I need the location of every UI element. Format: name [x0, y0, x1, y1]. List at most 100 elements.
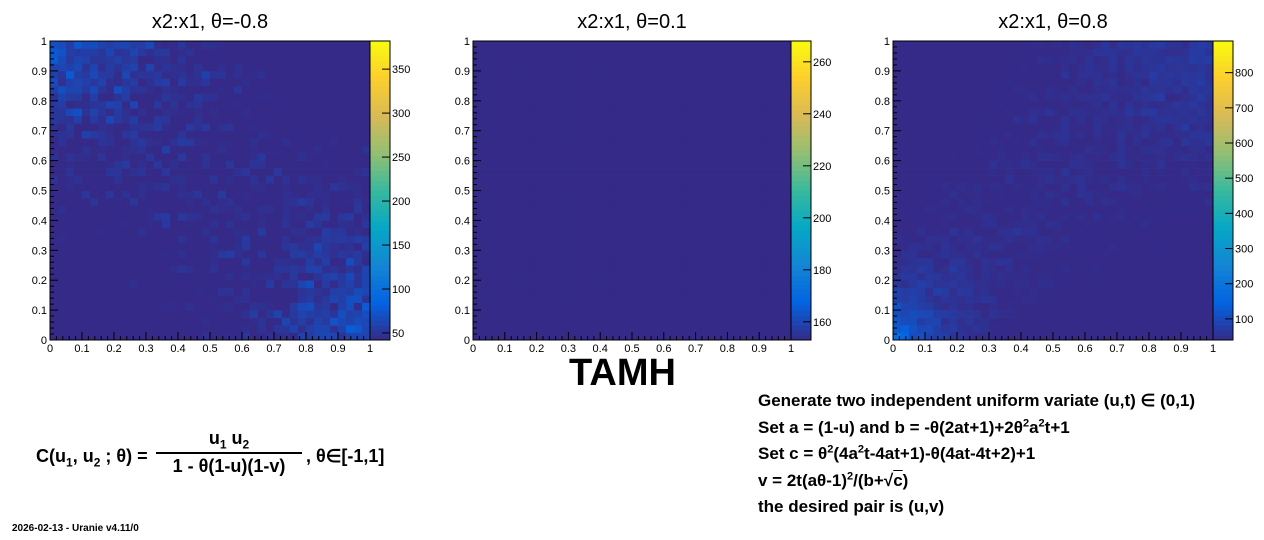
heatmap-cell [1109, 108, 1118, 117]
heatmap-cell [354, 302, 363, 311]
heatmap-cell [616, 295, 625, 303]
heatmap-cell [608, 227, 617, 236]
heatmap-cell [703, 197, 712, 206]
heatmap-cell [480, 242, 490, 251]
heatmap-cell [114, 287, 123, 296]
heatmap-cell [202, 310, 211, 318]
heatmap-cell [735, 63, 744, 72]
heatmap-cell [695, 145, 704, 154]
heatmap-cell [647, 100, 657, 109]
heatmap-cell [282, 220, 291, 229]
heatmap-cell [512, 242, 522, 251]
heatmap-cell [496, 287, 506, 296]
heatmap-cell [1005, 93, 1014, 102]
heatmap-cell [82, 317, 91, 326]
heatmap-cell [1101, 100, 1110, 109]
colorbar-segment [370, 75, 390, 82]
heatmap-cell [909, 220, 918, 229]
heatmap-cell [624, 100, 633, 109]
heatmap-cell [242, 100, 251, 109]
heatmap-cell [210, 272, 219, 281]
heatmap-cell [735, 123, 744, 132]
heatmap-cell [560, 183, 569, 191]
heatmap-cell [925, 265, 934, 274]
heatmap-cell [711, 197, 720, 206]
heatmap-cell [608, 310, 617, 318]
heatmap-cell [473, 272, 482, 281]
heatmap-cell [266, 317, 275, 326]
heatmap-cell [647, 183, 657, 191]
heatmap-cell [322, 48, 331, 57]
heatmap-cell [496, 70, 506, 79]
heatmap-cell [647, 197, 657, 206]
heatmap-cell [1149, 280, 1158, 289]
heatmap-cell [114, 100, 123, 109]
heatmap-cell [314, 138, 323, 146]
heatmap-cell [703, 138, 712, 146]
heatmap-cell [202, 175, 211, 184]
heatmap-cell [330, 220, 339, 229]
heatmap-cell [600, 205, 609, 214]
heatmap-cell [1101, 190, 1110, 199]
heatmap-cell [775, 265, 784, 274]
heatmap-cell [1053, 295, 1062, 303]
heatmap-cell [679, 130, 688, 139]
heatmap-cell [600, 295, 609, 303]
heatmap-cell [298, 272, 307, 281]
heatmap-cell [290, 227, 299, 236]
heatmap-cell [250, 153, 259, 161]
colorbar-segment [370, 60, 390, 67]
heatmap-cell [917, 250, 926, 259]
heatmap-cell [226, 130, 235, 139]
heatmap-cell [314, 197, 323, 206]
colorbar-segment [791, 180, 811, 186]
heatmap-cell [909, 55, 918, 64]
heatmap-cell [775, 130, 784, 139]
heatmap-cell [997, 287, 1006, 296]
heatmap-cell [759, 257, 768, 266]
heatmap-cell [1061, 70, 1070, 79]
heatmap-cell [194, 48, 203, 57]
colorbar-segment [791, 200, 811, 206]
heatmap-cell [600, 160, 609, 169]
heatmap-cell [783, 63, 792, 72]
heatmap-cell [1133, 295, 1142, 303]
heatmap-cell [258, 205, 267, 214]
heatmap-cell [639, 190, 649, 199]
heatmap-cell [560, 145, 569, 154]
heatmap-cell [266, 235, 275, 244]
heatmap-cell [138, 295, 147, 303]
heatmap-cell [74, 153, 83, 161]
heatmap-cell [98, 70, 107, 79]
heatmap-cell [1101, 220, 1110, 229]
heatmap-cell [775, 100, 784, 109]
heatmap-cell [1125, 302, 1134, 311]
heatmap-cell [210, 235, 219, 244]
heatmap-cell [647, 235, 657, 244]
heatmap-cell [186, 265, 195, 274]
heatmap-cell [170, 85, 179, 94]
heatmap-cell [711, 93, 720, 102]
heatmap-cell [965, 197, 974, 206]
heatmap-cell [616, 123, 625, 132]
heatmap-cell [616, 257, 625, 266]
heatmap-cell [66, 183, 75, 191]
heatmap-cell [552, 190, 561, 199]
heatmap-cell [751, 55, 760, 64]
heatmap-cell [322, 325, 331, 333]
heatmap-cell [1125, 183, 1134, 191]
heatmap-cell [624, 183, 633, 191]
heatmap-cell [997, 55, 1006, 64]
heatmap-cell [544, 272, 553, 281]
heatmap-cell [186, 183, 195, 191]
heatmap-cell [639, 310, 649, 318]
heatmap-cell [362, 310, 371, 318]
heatmap-cell [194, 145, 203, 154]
heatmap-cell [306, 153, 315, 161]
heatmap-cell [1133, 190, 1142, 199]
heatmap-cell [775, 55, 784, 64]
heatmap-cell [90, 295, 99, 303]
heatmap-cell [647, 168, 657, 176]
heatmap-cell [711, 78, 720, 87]
heatmap-cell [90, 205, 99, 214]
